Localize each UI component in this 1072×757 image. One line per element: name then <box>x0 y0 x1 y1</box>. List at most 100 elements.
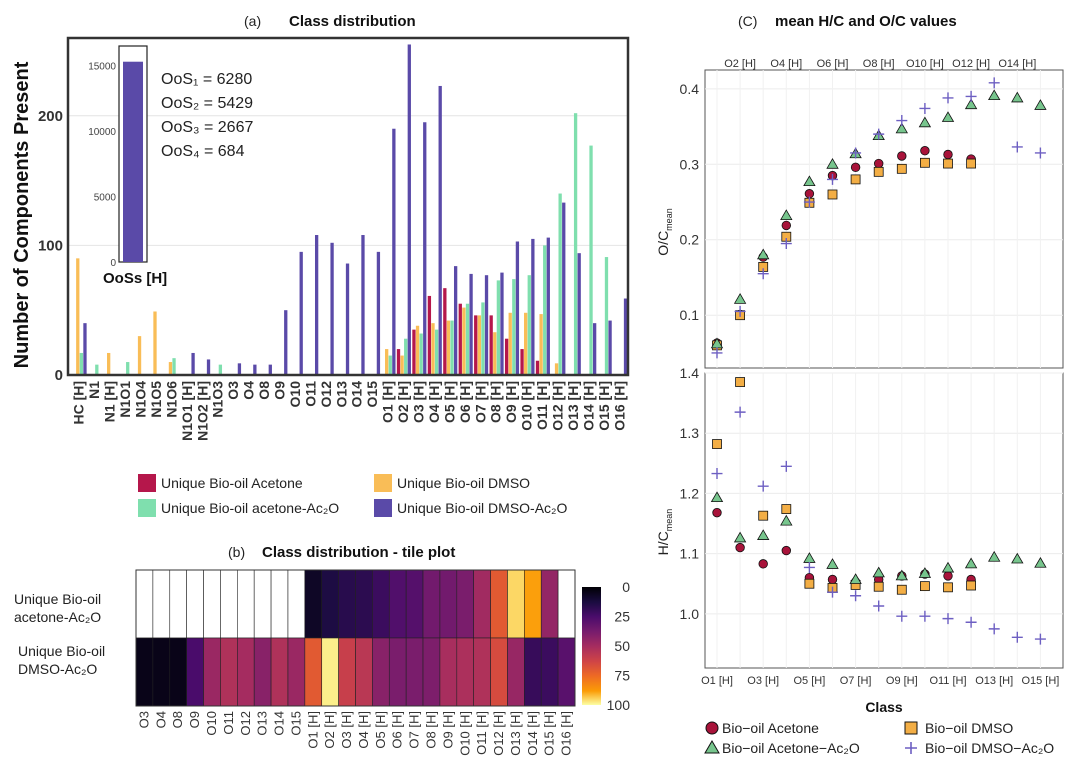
point-acetone <box>850 162 861 173</box>
panel-c-y-tick: 1.3 <box>680 425 700 441</box>
bar <box>314 235 319 375</box>
panel-c-y-tick: 0.2 <box>680 232 700 248</box>
tile-cell <box>321 637 339 707</box>
bar <box>500 272 504 375</box>
panel-a-x-tick: O1 [H] <box>380 381 396 423</box>
bar <box>404 338 408 375</box>
bar <box>107 352 111 375</box>
bar <box>562 202 566 375</box>
panel-a-x-tick: O16 [H] <box>611 381 627 431</box>
bar <box>423 122 427 375</box>
tile-cell <box>287 569 306 639</box>
bar <box>543 245 547 375</box>
bar <box>589 145 593 375</box>
point-acetone-ac2o <box>849 573 862 584</box>
point-acetone-ac2o <box>964 557 978 569</box>
point-dmso-ac2o <box>757 268 769 280</box>
point-acetone-ac2o <box>780 209 793 221</box>
inset-text-2: OoS₂ = 5429 <box>161 95 253 112</box>
bar <box>535 360 540 375</box>
point-acetone <box>943 571 953 581</box>
point-acetone <box>943 149 953 160</box>
panel-a-x-tick: O10 [H] <box>519 381 535 431</box>
bar <box>465 303 470 375</box>
point-dmso-ac2o <box>803 196 815 208</box>
panel-c-top-frame <box>704 69 1064 369</box>
bar <box>79 352 84 375</box>
legend-swatch-dmso-ac2o <box>374 499 392 517</box>
point-dmso-ac2o <box>919 102 931 114</box>
bar <box>137 336 142 375</box>
panel-a-legend: Unique Bio-oil Acetone Unique Bio-oil DM… <box>138 474 567 517</box>
bar <box>577 253 581 375</box>
point-dmso-ac2o <box>873 600 885 612</box>
inset-text-3: OoS₃ = 2667 <box>161 119 253 136</box>
panel-a-y-tick: 200 <box>38 108 63 125</box>
tile-cell <box>152 569 171 639</box>
point-acetone-ac2o <box>1011 552 1024 564</box>
point-acetone-ac2o <box>1011 91 1024 103</box>
bar <box>268 364 272 375</box>
tile-cell <box>524 569 542 639</box>
tile-x-tick: O4 <box>153 711 168 728</box>
point-dmso <box>735 377 745 387</box>
panel-c-title: mean H/C and O/C values <box>775 13 957 30</box>
bar <box>431 323 435 375</box>
point-dmso-ac2o <box>1034 147 1046 159</box>
point-acetone-ac2o <box>918 567 932 578</box>
bar <box>237 363 242 375</box>
tile-cell <box>557 637 576 707</box>
colorbar-tick: 50 <box>614 638 630 654</box>
tile-cell <box>355 569 373 639</box>
tile-x-tick: O10 [H] <box>457 711 472 756</box>
tile-cell <box>186 637 204 707</box>
tile-cell <box>338 569 356 639</box>
tile-cell <box>152 637 171 707</box>
bar <box>427 295 432 375</box>
bar <box>83 323 87 375</box>
point-dmso-ac2o <box>942 92 954 104</box>
point-dmso <box>850 174 861 185</box>
bar <box>253 364 257 375</box>
bar <box>168 362 173 375</box>
colorbar-tick: 100 <box>607 697 631 713</box>
point-acetone <box>735 542 745 553</box>
tile-cell <box>422 637 441 707</box>
bar <box>512 279 516 375</box>
bar <box>484 275 489 375</box>
panel-b: (b) Class distribution - tile plot Uniqu… <box>14 544 630 756</box>
panel-c-top-x-tick: O14 [H] <box>998 58 1036 70</box>
panel-a-y-tick: 0 <box>55 367 63 384</box>
panel-c-top-x-tick: O8 [H] <box>863 58 895 70</box>
tile-cell <box>287 637 306 707</box>
bar <box>508 312 512 375</box>
panel-c-top-x-tick: O6 [H] <box>817 58 849 70</box>
inset-y-tick: 10000 <box>88 127 116 138</box>
panel-c-top-x-tick: O10 [H] <box>906 58 944 70</box>
tile-x-tick: O10 <box>204 711 219 736</box>
bar <box>407 44 411 375</box>
panel-a-x-tick: O5 [H] <box>441 381 457 423</box>
panel-c-gridlines <box>705 70 1063 668</box>
panel-a-x-tick: O13 <box>333 381 349 408</box>
tile-cell <box>203 569 221 639</box>
panel-a-x-tick: O9 <box>272 381 288 400</box>
bar <box>345 263 350 375</box>
point-dmso-ac2o <box>734 305 746 317</box>
bar <box>524 312 528 375</box>
tile-cell <box>220 637 238 707</box>
tile-cell <box>524 637 542 707</box>
panel-c-bottom-x-tick: O1 [H] <box>701 675 733 687</box>
point-dmso <box>827 189 838 200</box>
point-acetone-ac2o <box>941 111 955 122</box>
panel-a-x-tick: O14 <box>349 381 365 408</box>
panel-a-x-tick: O3 [H] <box>411 381 427 423</box>
tile-cell <box>388 569 407 639</box>
panel-a-x-tick: N1O6 <box>163 381 179 418</box>
tile-cell <box>473 637 491 707</box>
bar <box>608 320 612 375</box>
bar <box>396 349 401 375</box>
tile-cell <box>203 637 221 707</box>
tile-row-label-2b: DMSO-Ac₂O <box>18 661 97 677</box>
point-acetone-ac2o <box>826 558 839 569</box>
